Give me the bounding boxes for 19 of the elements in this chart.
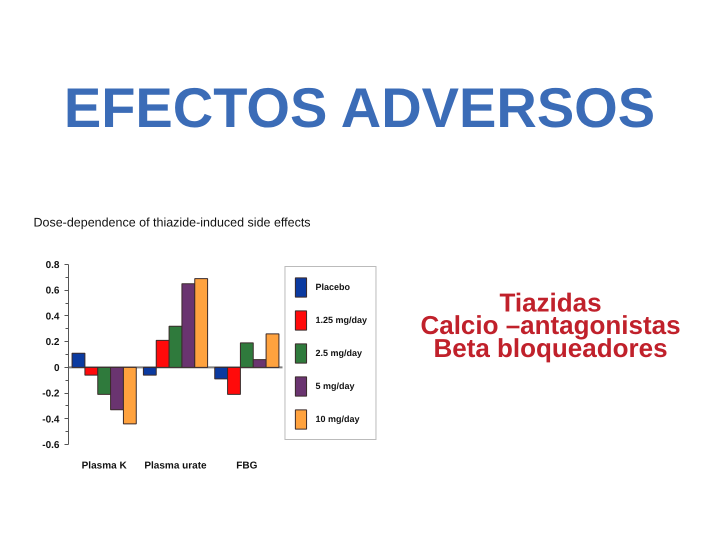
legend-label: 5 mg/day (315, 381, 354, 391)
chart-subtitle: Dose-dependence of thiazide-induced side effects (34, 216, 311, 230)
y-tick-label: 0.8 (46, 260, 60, 271)
x-tick-label: Plasma K (82, 460, 128, 472)
legend-label: Placebo (315, 282, 350, 292)
x-tick-label: Plasma urate (144, 460, 208, 472)
chart-title: EFECTOS ADVERSOS (64, 76, 656, 139)
y-tick-label: 0.2 (46, 337, 60, 348)
y-tick-label: 0.6 (46, 286, 60, 297)
legend-label: 2.5 mg/day (315, 348, 362, 358)
text: Tiazidas (499, 287, 602, 318)
y-tick-label: -0.2 (42, 388, 60, 400)
y-tick-label: -0.4 (42, 414, 60, 426)
y-tick-label: 0 (54, 362, 60, 374)
legend-label: 10 mg/day (315, 414, 360, 424)
y-tick-label: -0.6 (42, 440, 60, 451)
y-tick-label: 0.4 (46, 311, 60, 322)
legend-label: 1.25 mg/day (315, 315, 367, 325)
x-tick-label: FBG (236, 460, 258, 472)
